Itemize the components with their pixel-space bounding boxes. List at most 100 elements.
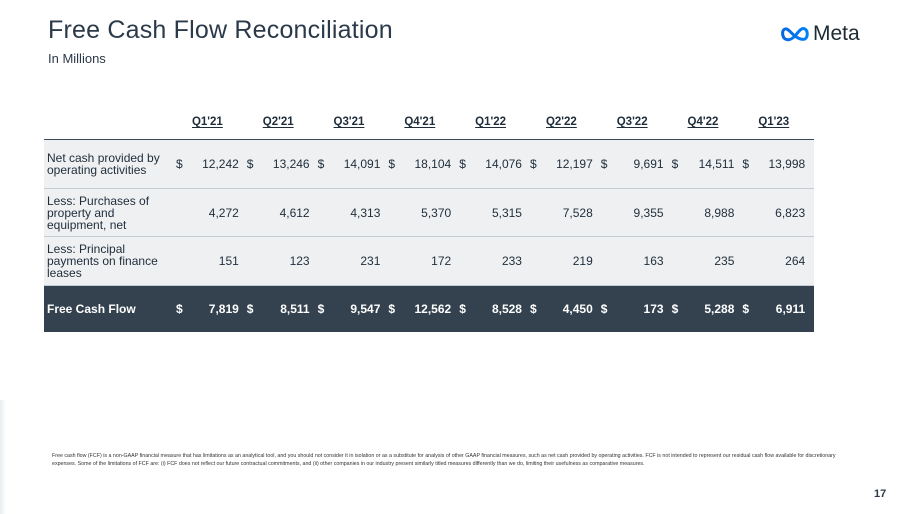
col-q2-22: Q2'22 — [545, 116, 577, 128]
cell-value: 7,528 — [562, 205, 593, 220]
meta-infinity-icon — [781, 27, 809, 42]
col-q2-21: Q2'21 — [262, 116, 294, 128]
col-q1-23: Q1'23 — [758, 116, 790, 128]
cell-value: 9,691 — [633, 157, 664, 171]
table-cell: 8,988 — [668, 189, 739, 236]
table-cell: 172 — [384, 237, 455, 285]
table-cell: $18,104 — [384, 140, 455, 188]
table-cell: $8,511 — [243, 286, 314, 332]
cell-value: 5,288 — [704, 302, 735, 316]
table-cell: 219 — [526, 237, 597, 285]
table-cell: 9,355 — [597, 189, 668, 236]
cell-value: 9,547 — [350, 302, 381, 316]
meta-logo: Meta — [780, 21, 860, 47]
cell-value: 14,091 — [343, 157, 381, 171]
cell-value: 7,819 — [208, 302, 239, 316]
currency-symbol: $ — [317, 302, 325, 316]
cell-value: 235 — [714, 254, 735, 268]
page-title: Free Cash Flow Reconciliation — [48, 16, 393, 44]
cell-value: 233 — [501, 254, 522, 268]
currency-symbol: $ — [600, 302, 608, 316]
cell-value: 5,315 — [491, 205, 522, 220]
currency-symbol: $ — [176, 157, 183, 171]
cell-value: 173 — [643, 302, 664, 316]
table-cell: 123 — [243, 237, 314, 285]
col-q1-22: Q1'22 — [475, 116, 507, 128]
currency-symbol: $ — [742, 302, 750, 316]
currency-symbol: $ — [459, 302, 466, 316]
table-cell: $8,528 — [455, 286, 526, 332]
table-cell: $7,819 — [172, 286, 243, 332]
col-q4-21: Q4'21 — [404, 116, 436, 128]
currency-symbol: $ — [317, 157, 325, 171]
currency-symbol: $ — [600, 157, 608, 171]
row-label: Net cash provided by operating activitie… — [47, 151, 160, 177]
cell-value: 4,612 — [279, 205, 310, 220]
table-cell: $14,076 — [455, 140, 526, 188]
currency-symbol: $ — [388, 302, 396, 316]
cell-value: 4,272 — [208, 205, 239, 220]
table-row-finance-leases: Less: Principal payments on finance leas… — [44, 237, 814, 286]
meta-logo-text: Meta — [813, 22, 860, 45]
table-cell: $5,288 — [668, 286, 739, 332]
table-cell: 4,612 — [243, 189, 314, 236]
cell-value: 219 — [572, 254, 593, 268]
table-cell: $173 — [597, 286, 668, 332]
row-label: Less: Purchases of property and equipmen… — [47, 193, 150, 232]
cell-value: 264 — [785, 254, 806, 268]
cell-value: 14,511 — [698, 157, 735, 171]
table-cell: $13,246 — [243, 140, 314, 188]
table-cell: 4,272 — [172, 189, 243, 236]
cell-value: 5,370 — [421, 205, 452, 220]
table-cell: 235 — [668, 237, 739, 285]
currency-symbol: $ — [671, 302, 679, 316]
cell-value: 163 — [643, 254, 664, 268]
currency-symbol: $ — [742, 157, 750, 171]
table-cell: 233 — [455, 237, 526, 285]
cell-value: 231 — [360, 254, 381, 268]
cell-value: 12,197 — [556, 157, 593, 171]
currency-symbol: $ — [671, 157, 679, 171]
table-cell: $12,242 — [172, 140, 243, 188]
cell-value: 8,988 — [704, 205, 735, 220]
cell-value: 14,076 — [485, 157, 522, 171]
currency-symbol: $ — [459, 157, 466, 171]
page-number: 17 — [874, 488, 887, 500]
row-label: Free Cash Flow — [47, 302, 136, 316]
cell-value: 13,998 — [768, 157, 806, 171]
table-header: Q1'21 Q2'21 Q3'21 Q4'21 Q1'22 Q2'22 Q3'2… — [44, 105, 814, 140]
cell-value: 9,355 — [633, 205, 664, 220]
table-cell: $12,197 — [526, 140, 597, 188]
table-cell: 7,528 — [526, 189, 597, 236]
table-cell: 6,823 — [738, 189, 809, 236]
cell-value: 6,911 — [775, 302, 806, 316]
table-cell: 5,370 — [384, 189, 455, 236]
currency-symbol: $ — [388, 157, 396, 171]
table-cell: 163 — [597, 237, 668, 285]
cell-value: 123 — [289, 254, 310, 268]
cell-value: 4,313 — [350, 205, 381, 220]
table-cell: 264 — [738, 237, 809, 285]
col-q1-21: Q1'21 — [191, 116, 223, 128]
col-q3-21: Q3'21 — [333, 116, 365, 128]
row-label: Less: Principal payments on finance leas… — [47, 242, 158, 280]
table-row-free-cash-flow: Free Cash Flow $7,819 $8,511 $9,547 $12,… — [44, 286, 814, 332]
table-cell: 5,315 — [455, 189, 526, 236]
table-cell: $13,998 — [738, 140, 809, 188]
col-q4-22: Q4'22 — [687, 116, 719, 128]
table-cell: 4,313 — [314, 189, 385, 236]
currency-symbol: $ — [529, 302, 537, 316]
table-cell: $4,450 — [526, 286, 597, 332]
currency-symbol: $ — [246, 302, 254, 316]
currency-symbol: $ — [246, 157, 254, 171]
cell-value: 8,528 — [491, 302, 522, 316]
cell-value: 4,450 — [562, 302, 593, 316]
cell-value: 172 — [431, 254, 452, 268]
cell-value: 12,242 — [202, 157, 239, 171]
cell-value: 18,104 — [414, 157, 452, 171]
table-cell: 151 — [172, 237, 243, 285]
currency-symbol: $ — [529, 157, 537, 171]
cell-value: 6,823 — [775, 205, 806, 220]
table-cell: $14,091 — [314, 140, 385, 188]
cell-value: 13,246 — [272, 157, 310, 171]
